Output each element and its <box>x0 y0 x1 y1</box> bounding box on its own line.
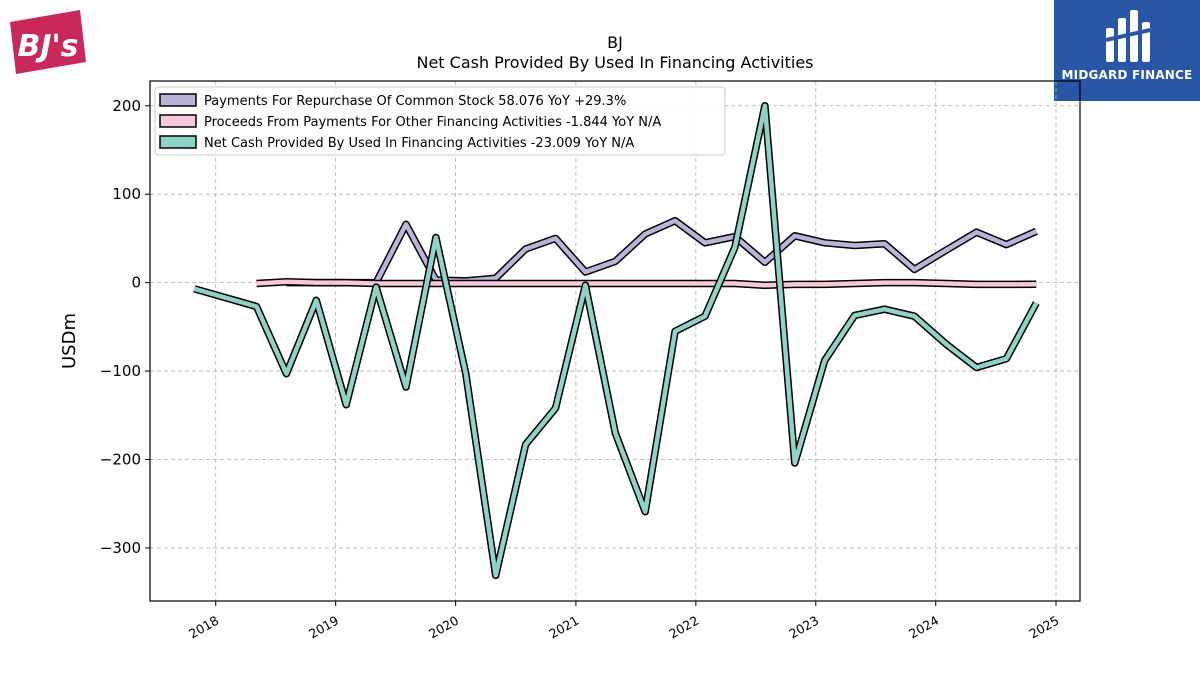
x-tick-label: 2018 <box>186 613 221 642</box>
chart-subtitle: Net Cash Provided By Used In Financing A… <box>416 53 813 72</box>
series-line-2 <box>256 279 1037 288</box>
x-tick-label: 2021 <box>546 613 581 642</box>
plot-frame <box>149 80 1081 602</box>
legend-entry-3: Net Cash Provided By Used In Financing A… <box>204 136 634 151</box>
legend-swatch-2 <box>159 114 197 128</box>
legend-entry-1: Payments For Repurchase Of Common Stock … <box>204 94 626 109</box>
series-line-3 <box>193 103 1039 578</box>
x-tick-label: 2019 <box>306 613 341 642</box>
bjs-logo: BJ's <box>10 10 86 74</box>
x-tick-label: 2020 <box>426 613 461 642</box>
x-tick-label: 2024 <box>906 613 941 642</box>
x-tick-label: 2025 <box>1026 613 1061 642</box>
y-tick-label: 200 <box>112 97 141 115</box>
midgard-finance-logo: MIDGARD FINANCE <box>1054 0 1200 101</box>
y-tick-label: 100 <box>112 185 141 203</box>
midgard-finance-brand-text: MIDGARD FINANCE <box>1061 68 1193 82</box>
chart-title: BJ <box>607 33 623 52</box>
legend-box <box>154 86 726 156</box>
legend: Payments For Repurchase Of Common Stock … <box>154 86 726 156</box>
y-axis: 200 100 0 −100 −200 −300 <box>100 97 150 557</box>
y-tick-label: 0 <box>131 274 141 292</box>
y-tick-label: −100 <box>100 362 141 380</box>
x-tick-label: 2022 <box>666 613 701 642</box>
midgard-emblem-icon <box>1105 10 1151 62</box>
legend-swatch-3 <box>159 135 197 149</box>
series-line-outline-3 <box>193 102 1040 580</box>
y-axis-label: USDm <box>59 313 80 369</box>
series-layer <box>193 102 1040 580</box>
x-axis: 2018 2019 2020 2021 2022 2023 2024 2025 <box>186 601 1062 642</box>
svg-text:BJ's: BJ's <box>17 29 78 64</box>
series-line-1 <box>286 218 1038 285</box>
series-line-outline-1 <box>286 216 1038 287</box>
x-tick-label: 2023 <box>786 613 821 642</box>
y-tick-label: −200 <box>100 451 141 469</box>
legend-entry-2: Proceeds From Payments For Other Financi… <box>204 115 661 130</box>
legend-swatch-1 <box>159 93 197 107</box>
y-tick-label: −300 <box>100 539 141 557</box>
